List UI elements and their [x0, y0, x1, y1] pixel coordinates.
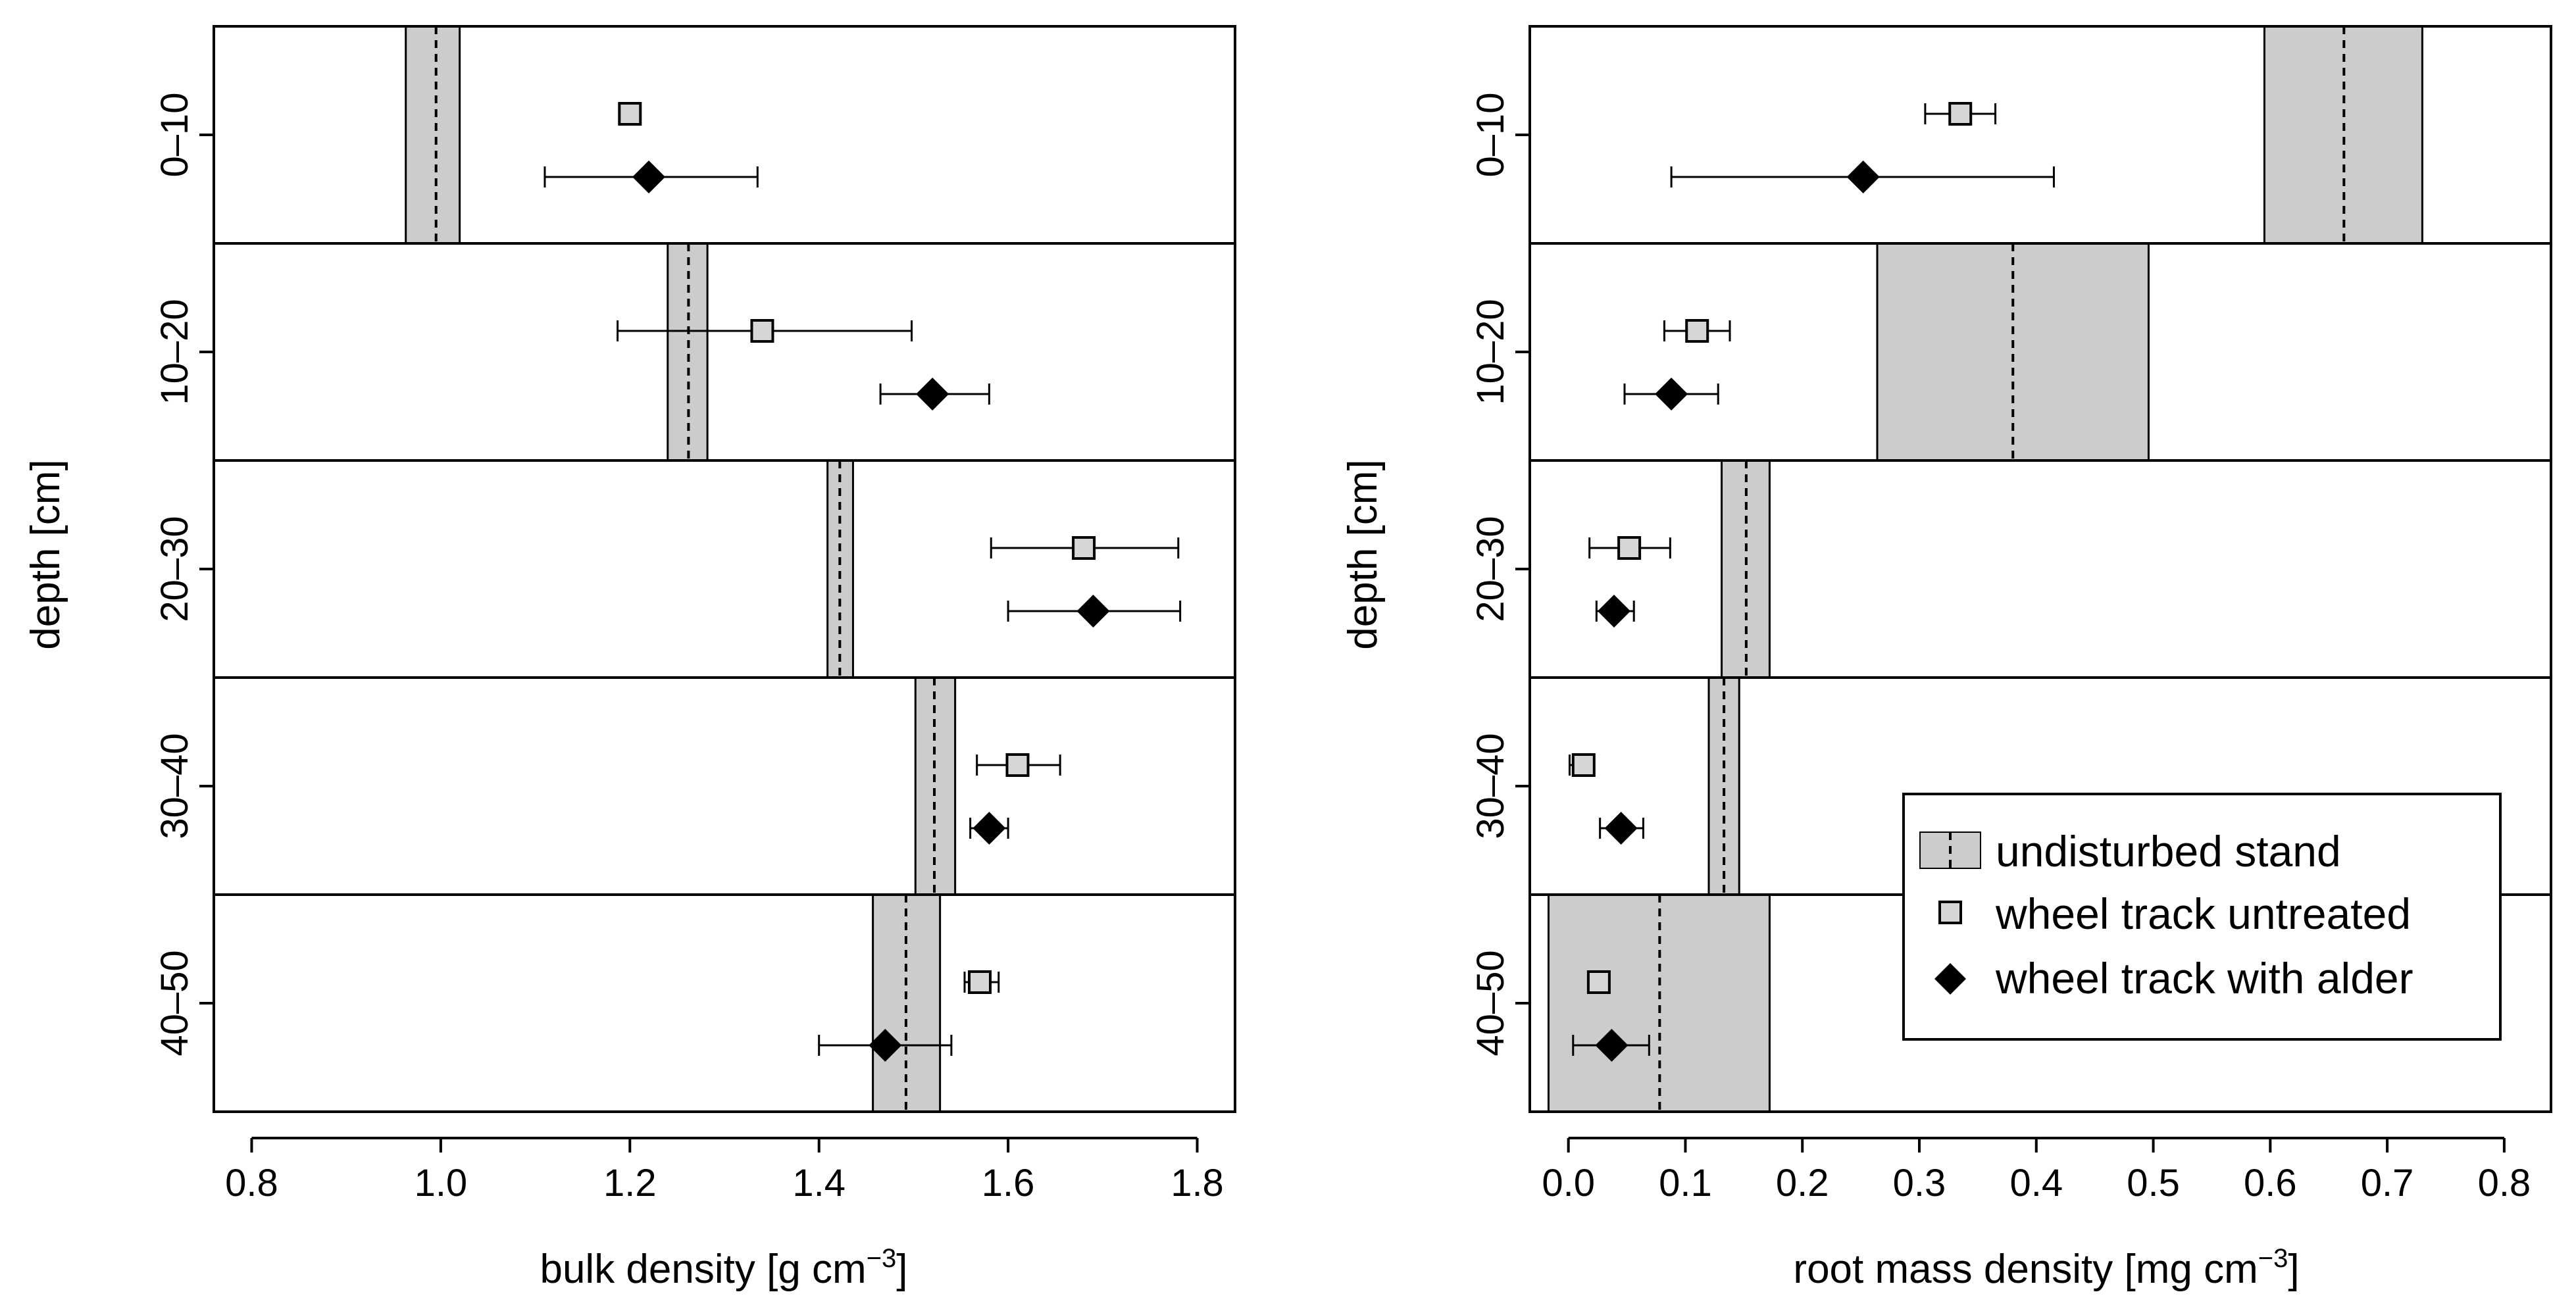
x-tick-label: 0.2 — [1776, 1162, 1829, 1204]
x-tick-label: 0.7 — [2361, 1162, 2414, 1204]
alder-diamond-marker — [1595, 1029, 1629, 1062]
untreated-square-marker — [1948, 102, 1973, 126]
untreated-square-marker — [1072, 536, 1096, 560]
undisturbed-stand-band — [405, 25, 461, 245]
x-tick-label: 0.5 — [2127, 1162, 2180, 1204]
legend-label: undisturbed stand — [1996, 827, 2341, 876]
legend-label: wheel track untreated — [1995, 889, 2411, 938]
x-tick-label: 1.2 — [603, 1162, 657, 1204]
y-axis: 0–10 10–20 20–30 30–40 40–50 — [1469, 92, 1530, 1056]
untreated-square-marker — [968, 970, 992, 994]
x-axis-title: root mass density [mg cm−3] — [1793, 1244, 2299, 1292]
alder-diamond-marker — [972, 812, 1006, 845]
data-markers — [618, 102, 1110, 1062]
x-tick-label: 0.1 — [1659, 1162, 1712, 1204]
untreated-square-marker — [1571, 753, 1596, 777]
legend-item-undisturbed-stand: undisturbed stand — [1919, 827, 2341, 876]
alder-diamond-marker — [869, 1029, 902, 1062]
x-axis-title: bulk density [g cm−3] — [540, 1244, 907, 1292]
x-tick-label: 0.8 — [225, 1162, 278, 1204]
x-tick-label: 0.3 — [1893, 1162, 1946, 1204]
legend-item-wheel-track-with-alder: wheel track with alder — [1934, 954, 2413, 1003]
legend-label: wheel track with alder — [1995, 954, 2413, 1003]
y-tick-label: 10–20 — [153, 299, 196, 405]
bulk-density-panel: 0.8 1.0 1.2 1.4 1.6 1.8 0–10 10–20 20–30 30–40 40… — [23, 25, 1236, 1292]
legend: undisturbed stand wheel track untreated … — [1902, 793, 2502, 1041]
x-axis: 0.0 0.1 0.2 0.3 0.4 0.5 0.6 0.7 0.8 — [1542, 1137, 2531, 1204]
x-tick-label: 0.4 — [2009, 1162, 2063, 1204]
alder-diamond-marker — [1604, 812, 1638, 845]
x-tick-label: 1.4 — [792, 1162, 846, 1204]
alder-diamond-marker — [1655, 378, 1688, 410]
untreated-square-marker — [750, 319, 774, 343]
untreated-square-marker — [618, 102, 642, 126]
untreated-square-marker — [1617, 536, 1642, 560]
legend-square-marker — [1938, 901, 1962, 924]
legend-item-wheel-track-untreated: wheel track untreated — [1938, 889, 2411, 938]
x-tick-label: 1.0 — [415, 1162, 468, 1204]
alder-diamond-marker — [916, 378, 949, 410]
y-axis-title: depth [cm] — [23, 459, 68, 649]
y-axis: 0–10 10–20 20–30 30–40 40–50 — [153, 92, 214, 1056]
untreated-square-marker — [1685, 319, 1709, 343]
root-mass-density-panel: 0.0 0.1 0.2 0.3 0.4 0.5 0.6 0.7 0.8 0–10 10–20 20–… — [1340, 25, 2552, 1292]
y-tick-label: 0–10 — [153, 92, 196, 177]
alder-diamond-marker — [1598, 595, 1630, 628]
x-tick-label: 0.8 — [2478, 1162, 2531, 1204]
y-tick-label: 30–40 — [1469, 733, 1512, 839]
y-axis-title: depth [cm] — [1340, 459, 1386, 649]
legend-diamond-marker — [1934, 963, 1966, 995]
y-tick-label: 0–10 — [1469, 92, 1512, 177]
error-bars — [543, 166, 1182, 1056]
x-axis: 0.8 1.0 1.2 1.4 1.6 1.8 — [225, 1137, 1224, 1204]
y-tick-label: 40–50 — [1469, 950, 1512, 1056]
x-tick-label: 1.6 — [982, 1162, 1035, 1204]
untreated-square-marker — [1586, 970, 1611, 994]
alder-diamond-marker — [1846, 161, 1880, 193]
x-tick-label: 1.8 — [1171, 1162, 1224, 1204]
untreated-square-marker — [1005, 753, 1030, 777]
x-tick-label: 0.0 — [1542, 1162, 1595, 1204]
legend-box — [1902, 793, 2502, 1041]
depth-dividers — [214, 242, 1235, 896]
data-markers — [1571, 102, 1973, 1062]
y-tick-label: 20–30 — [153, 516, 196, 622]
y-tick-label: 20–30 — [1469, 516, 1512, 622]
y-tick-label: 30–40 — [153, 733, 196, 839]
y-tick-label: 10–20 — [1469, 299, 1512, 405]
x-tick-label: 0.6 — [2244, 1162, 2297, 1204]
y-tick-label: 40–50 — [153, 950, 196, 1056]
alder-diamond-marker — [1076, 595, 1110, 628]
alder-diamond-marker — [632, 161, 666, 193]
undisturbed-stand-bands — [1547, 25, 2423, 1113]
